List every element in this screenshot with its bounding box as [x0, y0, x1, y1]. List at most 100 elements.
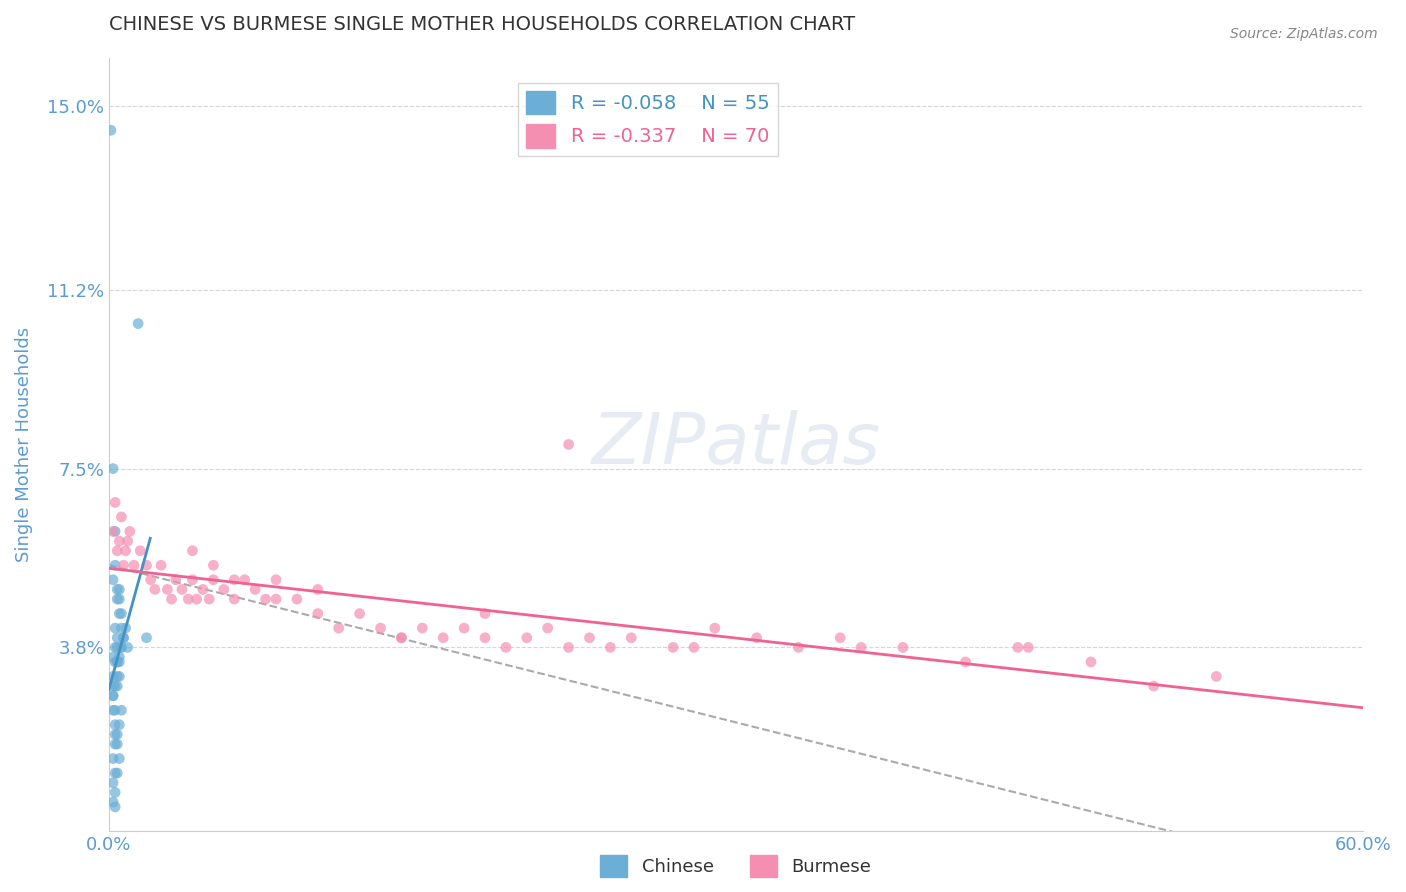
Point — [110, 510, 132, 524]
Point — [453, 621, 475, 635]
Point — [110, 621, 132, 635]
Point — [703, 621, 725, 635]
Point — [108, 669, 131, 683]
Point — [186, 592, 208, 607]
Point — [264, 592, 287, 607]
Point — [745, 631, 768, 645]
Point — [104, 679, 127, 693]
Point — [150, 558, 173, 573]
Point — [108, 582, 131, 597]
Point — [101, 650, 124, 665]
Point — [474, 607, 496, 621]
Point — [181, 543, 204, 558]
Point — [104, 800, 127, 814]
Point — [122, 558, 145, 573]
Point — [104, 640, 127, 655]
Point — [516, 631, 538, 645]
Point — [101, 461, 124, 475]
Point — [370, 621, 392, 635]
Point — [307, 607, 329, 621]
Point — [170, 582, 193, 597]
Point — [285, 592, 308, 607]
Point — [662, 640, 685, 655]
Point — [683, 640, 706, 655]
Point — [104, 766, 127, 780]
Point — [114, 543, 136, 558]
Point — [108, 650, 131, 665]
Point — [112, 631, 135, 645]
Point — [110, 640, 132, 655]
Point — [110, 703, 132, 717]
Point — [104, 621, 127, 635]
Point — [112, 631, 135, 645]
Point — [599, 640, 621, 655]
Point — [224, 592, 246, 607]
Point — [143, 582, 166, 597]
Point — [127, 317, 149, 331]
Point — [139, 573, 162, 587]
Point — [537, 621, 560, 635]
Point — [118, 524, 141, 539]
Point — [391, 631, 413, 645]
Point — [620, 631, 643, 645]
Point — [105, 592, 128, 607]
Point — [212, 582, 235, 597]
Point — [891, 640, 914, 655]
Point — [105, 679, 128, 693]
Point — [160, 592, 183, 607]
Point — [108, 607, 131, 621]
Point — [101, 689, 124, 703]
Point — [104, 785, 127, 799]
Point — [105, 766, 128, 780]
Point — [110, 607, 132, 621]
Text: CHINESE VS BURMESE SINGLE MOTHER HOUSEHOLDS CORRELATION CHART: CHINESE VS BURMESE SINGLE MOTHER HOUSEHO… — [108, 15, 855, 34]
Point — [101, 776, 124, 790]
Point — [105, 631, 128, 645]
Point — [391, 631, 413, 645]
Point — [108, 718, 131, 732]
Point — [104, 495, 127, 509]
Point — [114, 621, 136, 635]
Point — [474, 631, 496, 645]
Point — [101, 573, 124, 587]
Point — [202, 558, 225, 573]
Point — [495, 640, 517, 655]
Point — [578, 631, 600, 645]
Point — [117, 534, 139, 549]
Point — [110, 640, 132, 655]
Point — [411, 621, 433, 635]
Point — [108, 751, 131, 765]
Point — [108, 592, 131, 607]
Point — [198, 592, 221, 607]
Point — [135, 558, 157, 573]
Y-axis label: Single Mother Households: Single Mother Households — [15, 326, 32, 562]
Point — [849, 640, 872, 655]
Point — [117, 640, 139, 655]
Point — [181, 573, 204, 587]
Point — [233, 573, 256, 587]
Point — [101, 524, 124, 539]
Point — [1205, 669, 1227, 683]
Point — [165, 573, 187, 587]
Legend: Chinese, Burmese: Chinese, Burmese — [593, 847, 879, 884]
Point — [307, 582, 329, 597]
Point — [105, 543, 128, 558]
Point — [105, 669, 128, 683]
Point — [104, 718, 127, 732]
Point — [191, 582, 214, 597]
Point — [104, 655, 127, 669]
Point — [101, 679, 124, 693]
Point — [104, 727, 127, 741]
Point — [349, 607, 371, 621]
Point — [156, 582, 179, 597]
Point — [135, 631, 157, 645]
Point — [557, 640, 579, 655]
Point — [101, 669, 124, 683]
Point — [177, 592, 200, 607]
Point — [328, 621, 350, 635]
Point — [254, 592, 277, 607]
Point — [1007, 640, 1029, 655]
Point — [1017, 640, 1039, 655]
Point — [101, 689, 124, 703]
Point — [224, 573, 246, 587]
